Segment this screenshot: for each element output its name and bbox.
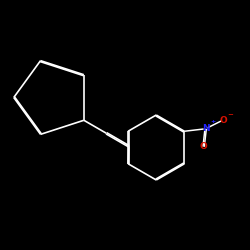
Text: −: −	[228, 112, 234, 117]
Text: O: O	[219, 116, 227, 124]
Text: O: O	[200, 142, 207, 151]
Text: +: +	[210, 119, 215, 124]
Text: N: N	[202, 124, 209, 133]
